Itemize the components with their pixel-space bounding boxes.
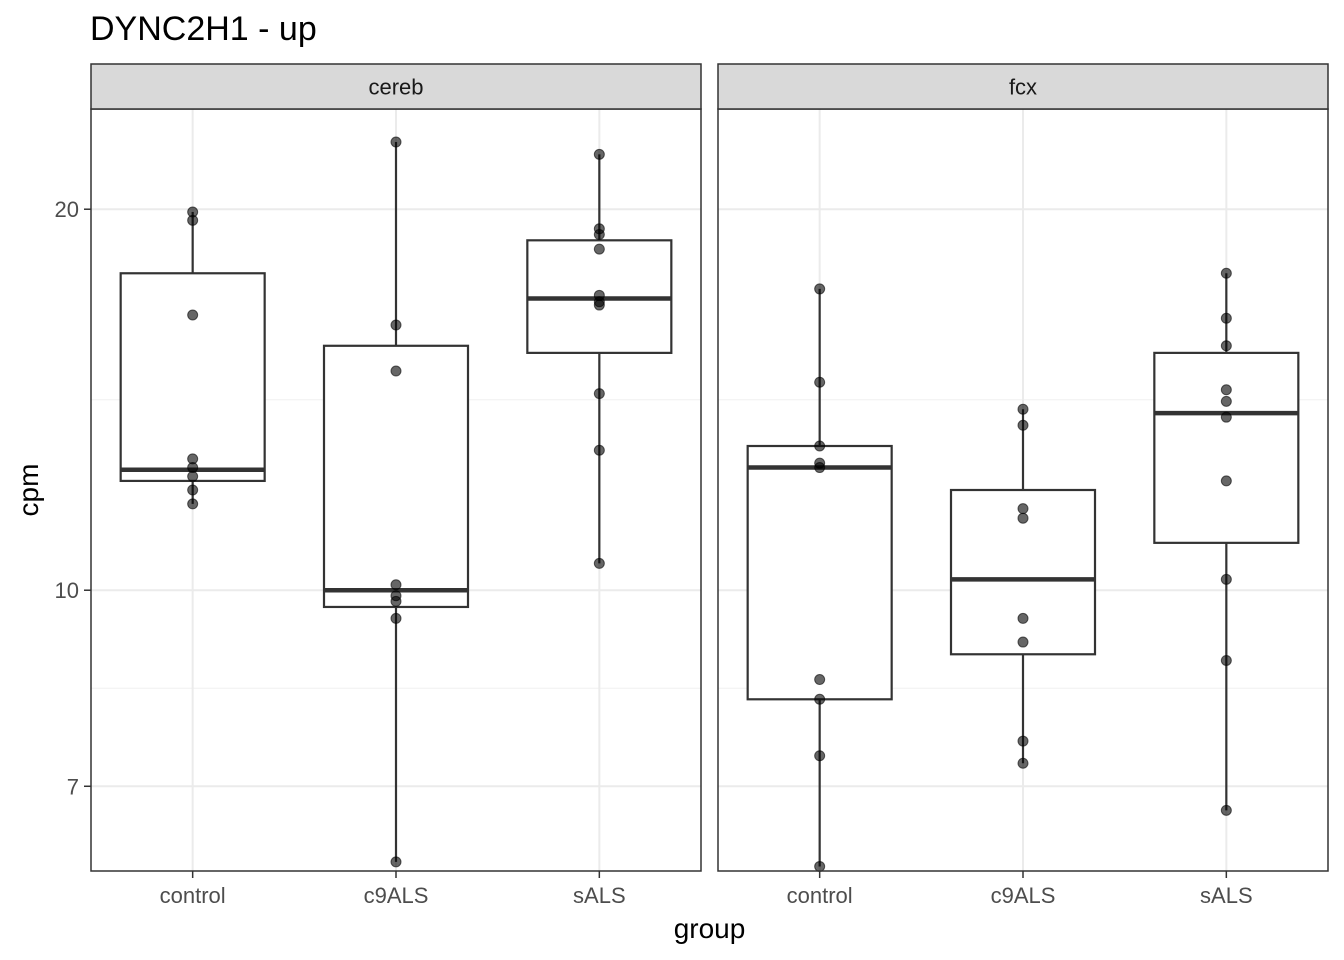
data-point: [814, 860, 826, 872]
data-point: [1220, 384, 1232, 396]
x-tick-label: sALS: [573, 883, 626, 908]
data-point: [1220, 654, 1232, 666]
data-point: [814, 376, 826, 388]
y-axis-title: cpm: [13, 464, 44, 517]
boxplot-fcx-c9ALS: [949, 403, 1097, 769]
boxplot-cereb-c9ALS: [322, 136, 470, 868]
data-point: [593, 299, 605, 311]
chart-title: DYNC2H1 - up: [90, 10, 317, 48]
x-tick-label: sALS: [1200, 883, 1253, 908]
data-point: [1017, 612, 1029, 624]
data-point: [593, 148, 605, 160]
data-point: [390, 856, 402, 868]
data-point: [1220, 312, 1232, 324]
box-iqr: [119, 272, 266, 483]
data-point: [1017, 503, 1029, 515]
data-point: [814, 440, 826, 452]
data-point: [390, 365, 402, 377]
facet-panels: cereb control c9ALS sALS 7 10 20 fcx control c9AL…: [55, 63, 1329, 908]
y-tick-label: 7: [67, 774, 79, 799]
data-point: [1220, 395, 1232, 407]
data-point: [814, 462, 826, 474]
data-point: [593, 229, 605, 241]
box-iqr: [322, 344, 470, 609]
data-point: [187, 470, 199, 482]
data-point: [390, 612, 402, 624]
data-point: [390, 136, 402, 148]
data-point: [1220, 573, 1232, 585]
data-point: [593, 243, 605, 255]
data-point: [814, 750, 826, 762]
data-point: [390, 319, 402, 331]
data-point: [593, 444, 605, 456]
x-tick-label: control: [787, 883, 853, 908]
y-tick-label: 10: [55, 578, 79, 603]
data-point: [1017, 403, 1029, 415]
facet-strip: [90, 63, 702, 110]
y-tick-label: 20: [55, 197, 79, 222]
data-point: [1017, 512, 1029, 524]
x-tick-label: control: [160, 883, 226, 908]
x-tick-label: c9ALS: [991, 883, 1056, 908]
data-point: [593, 388, 605, 400]
x-axis-title: group: [674, 913, 746, 944]
data-point: [1220, 804, 1232, 816]
box-iqr: [746, 444, 893, 701]
data-point: [814, 283, 826, 295]
data-point: [1220, 475, 1232, 487]
data-point: [1017, 636, 1029, 648]
boxplot-cereb-control: [119, 206, 266, 510]
x-tick-label: c9ALS: [364, 883, 429, 908]
data-point: [187, 484, 199, 496]
data-point: [814, 693, 826, 705]
panel-cereb: cereb control c9ALS sALS 7 10 20: [55, 63, 702, 908]
data-point: [187, 214, 199, 226]
data-point: [1017, 735, 1029, 747]
data-point: [1017, 419, 1029, 431]
facet-strip: [717, 63, 1329, 110]
data-point: [1220, 411, 1232, 423]
data-point: [814, 674, 826, 686]
facet-strip-label: fcx: [1009, 75, 1037, 100]
panel-fcx: fcx control c9ALS sALS: [717, 63, 1329, 908]
data-point: [1220, 267, 1232, 279]
boxplot-fcx-control: [746, 283, 893, 872]
facet-strip-label: cereb: [368, 75, 423, 100]
data-point: [593, 557, 605, 569]
boxplot-fcx-sALS: [1153, 267, 1300, 816]
data-point: [1220, 340, 1232, 352]
boxplot-cereb-sALS: [526, 148, 673, 569]
box-iqr: [1153, 351, 1300, 544]
data-point: [390, 595, 402, 607]
data-point: [1017, 757, 1029, 769]
data-point: [187, 498, 199, 510]
data-point: [390, 579, 402, 591]
data-point: [187, 309, 199, 321]
